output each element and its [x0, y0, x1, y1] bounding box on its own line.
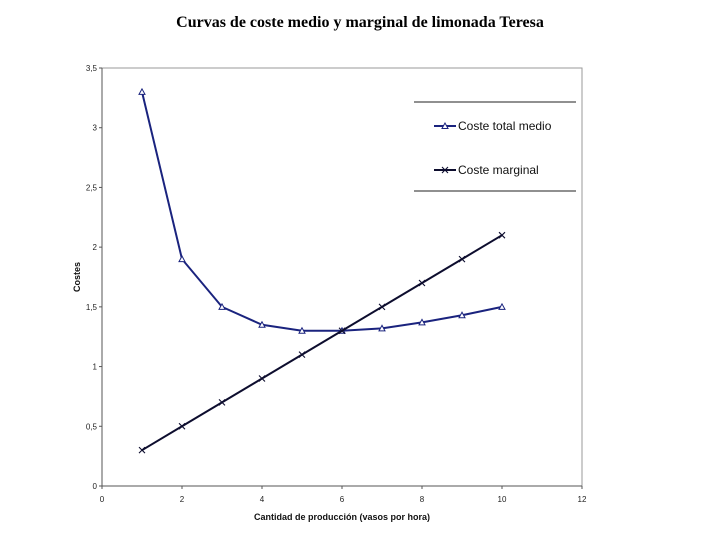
chart-title: Curvas de coste medio y marginal de limo… — [176, 14, 544, 31]
series-line — [141, 234, 503, 452]
data-point — [441, 121, 449, 129]
data-point — [458, 311, 466, 319]
x-tick-label: 6 — [340, 495, 345, 504]
data-point — [258, 375, 266, 382]
legend-entry: Coste total medio — [434, 119, 552, 133]
legend-label: Coste total medio — [458, 119, 552, 133]
y-tick-label: 3,5 — [86, 64, 98, 73]
x-tick-label: 4 — [260, 495, 265, 504]
data-point — [378, 303, 386, 311]
data-point — [378, 324, 386, 332]
data-point — [178, 255, 186, 263]
data-point — [418, 279, 426, 287]
x-tick-label: 2 — [180, 495, 185, 504]
x-tick-label: 12 — [578, 495, 587, 504]
tick-labels: 0 2 4 6 8 10 12 0 0,5 1 1,5 2 2,5 3 3,5 — [86, 64, 587, 504]
series-layer — [138, 87, 506, 454]
x-tick-label: 8 — [420, 495, 425, 504]
series-coste-marginal — [138, 231, 506, 454]
y-axis-label: Costes — [72, 262, 82, 292]
data-point — [418, 318, 426, 326]
data-point — [178, 422, 186, 430]
data-point — [338, 327, 346, 335]
x-tick-label: 10 — [498, 495, 507, 504]
data-point — [218, 399, 226, 406]
y-tick-label: 0 — [93, 482, 98, 491]
y-tick-label: 1,5 — [86, 303, 98, 312]
data-point — [498, 231, 506, 239]
data-point — [441, 166, 449, 174]
y-tick-label: 2 — [93, 243, 98, 252]
x-tick-label: 0 — [100, 495, 105, 504]
data-point — [138, 87, 146, 95]
legend-entry: Coste marginal — [434, 163, 539, 177]
legend-label: Coste marginal — [458, 163, 539, 177]
y-tick-label: 0,5 — [86, 422, 98, 431]
x-axis-label: Cantidad de producción (vasos por hora) — [254, 512, 430, 522]
data-point — [138, 446, 146, 454]
legend: Coste total medio Coste marginal — [414, 101, 576, 192]
data-point — [258, 320, 266, 328]
data-point — [498, 302, 506, 310]
y-tick-label: 1 — [93, 363, 98, 372]
series-line — [141, 91, 503, 332]
data-point — [298, 351, 306, 359]
y-tick-label: 2,5 — [86, 183, 98, 192]
y-tick-label: 3 — [93, 124, 98, 133]
data-point — [458, 255, 466, 263]
data-point — [298, 326, 306, 334]
data-point — [218, 302, 226, 310]
